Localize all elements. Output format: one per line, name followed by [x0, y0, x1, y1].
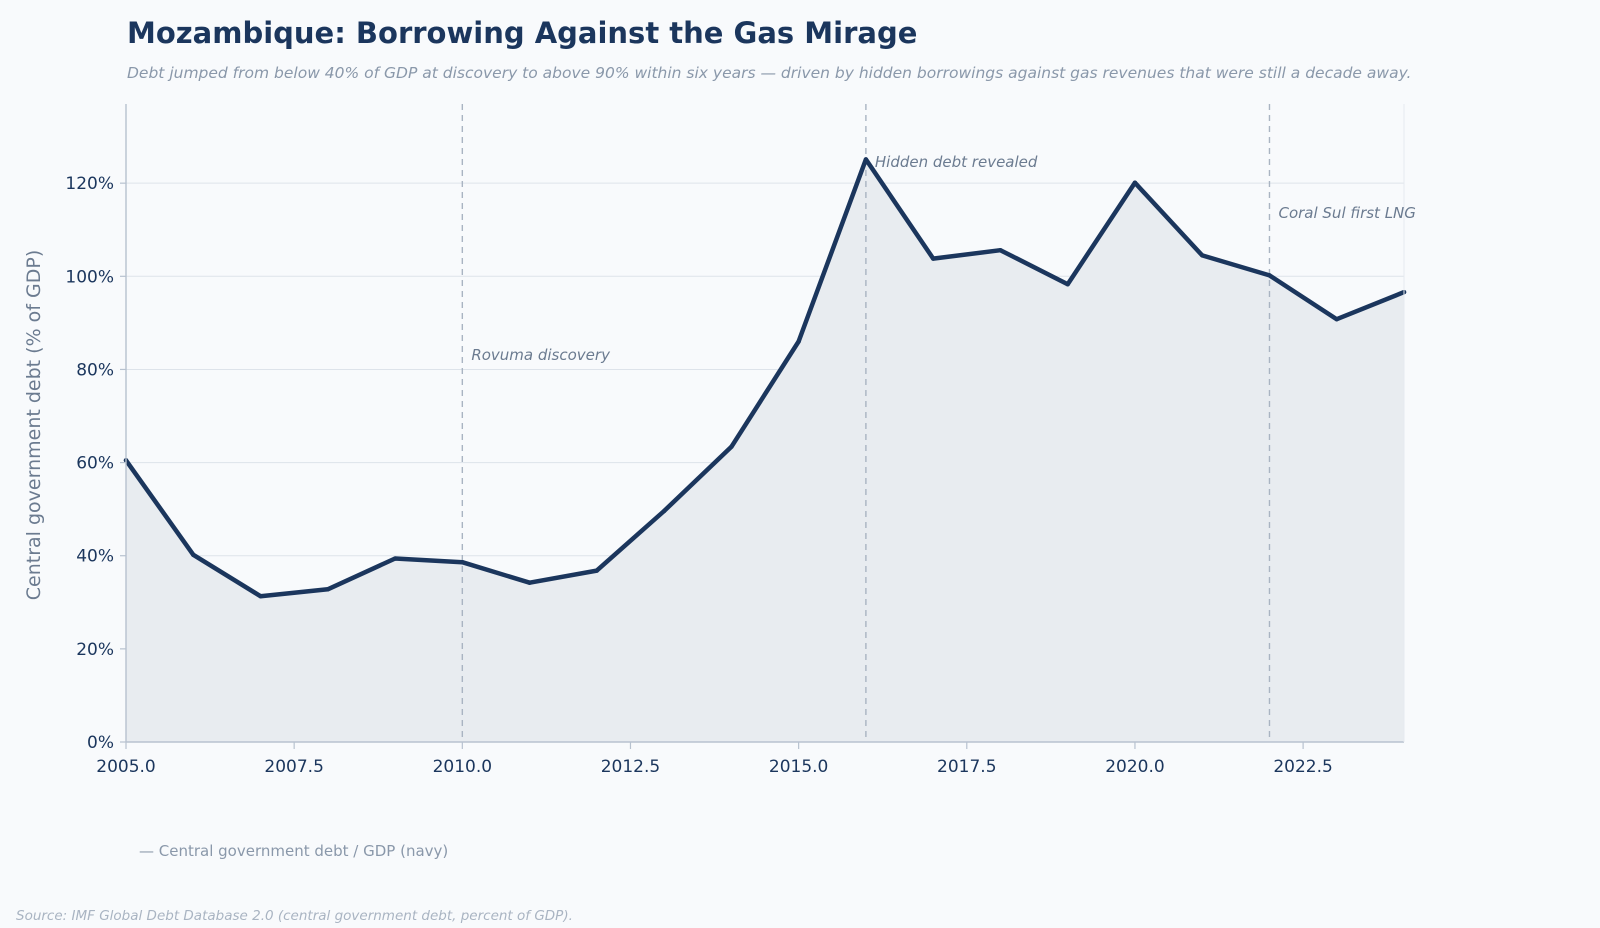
- legend-entry: — Central government debt / GDP (navy): [139, 842, 449, 860]
- debt-data-point: [258, 594, 263, 599]
- debt-series-line: [123, 157, 1407, 599]
- debt-data-point: [729, 444, 734, 449]
- event-annotation: Hidden debt revealed: [875, 153, 1038, 171]
- x-tick-label: 2010.0: [433, 757, 492, 777]
- source-note: Source: IMF Global Debt Database 2.0 (ce…: [16, 908, 573, 924]
- event-annotation: Rovuma discovery: [471, 346, 611, 364]
- x-tick-label: 2007.5: [264, 757, 323, 777]
- debt-data-point: [325, 587, 330, 592]
- y-tick-label: 0%: [87, 733, 114, 753]
- debt-data-point: [930, 256, 936, 261]
- y-tick-label: 80%: [76, 360, 114, 380]
- y-tick-label: 40%: [76, 547, 114, 567]
- y-tick-label: 120%: [65, 174, 114, 194]
- debt-data-point: [191, 552, 196, 557]
- y-tick-label: 60%: [76, 454, 114, 474]
- x-tick-label: 2015.0: [769, 757, 828, 777]
- x-tick-label: 2005.0: [96, 757, 155, 777]
- x-tick-label: 2020.0: [1105, 757, 1164, 777]
- debt-data-point: [661, 508, 667, 514]
- debt-data-point: [998, 248, 1003, 253]
- y-tick-label: 20%: [76, 640, 114, 660]
- debt-data-point: [460, 560, 465, 565]
- x-tick-label: 2022.5: [1273, 757, 1332, 777]
- debt-data-point: [527, 580, 532, 585]
- chart-title: Mozambique: Borrowing Against the Gas Mi…: [127, 16, 918, 50]
- x-tick-label: 2017.5: [937, 757, 996, 777]
- x-tick-label: 2012.5: [601, 757, 660, 777]
- debt-data-point: [392, 556, 398, 561]
- debt-area-fill: [126, 159, 1404, 742]
- debt-data-point: [1065, 282, 1070, 287]
- debt-data-point: [796, 339, 801, 344]
- debt-data-point: [1200, 253, 1205, 258]
- event-annotation: Coral Sul first LNG: [1278, 204, 1415, 222]
- debt-data-point: [863, 157, 869, 162]
- debt-data-point: [1267, 273, 1272, 278]
- y-tick-label: 100%: [65, 267, 114, 287]
- chart-subtitle: Debt jumped from below 40% of GDP at dis…: [127, 64, 1412, 82]
- debt-data-point: [1132, 180, 1138, 185]
- debt-data-point: [1334, 316, 1339, 322]
- debt-data-point: [594, 568, 600, 573]
- y-axis-title: Central government debt (% of GDP): [23, 250, 45, 600]
